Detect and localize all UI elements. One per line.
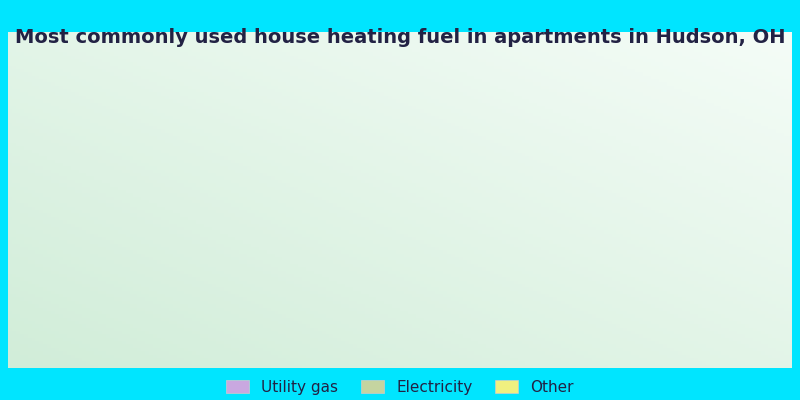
Wedge shape: [464, 146, 618, 316]
Text: City-Data.com: City-Data.com: [481, 82, 570, 96]
Wedge shape: [180, 110, 521, 329]
Legend: Utility gas, Electricity, Other: Utility gas, Electricity, Other: [220, 373, 580, 400]
Text: Most commonly used house heating fuel in apartments in Hudson, OH: Most commonly used house heating fuel in…: [14, 28, 786, 47]
Wedge shape: [516, 305, 620, 329]
